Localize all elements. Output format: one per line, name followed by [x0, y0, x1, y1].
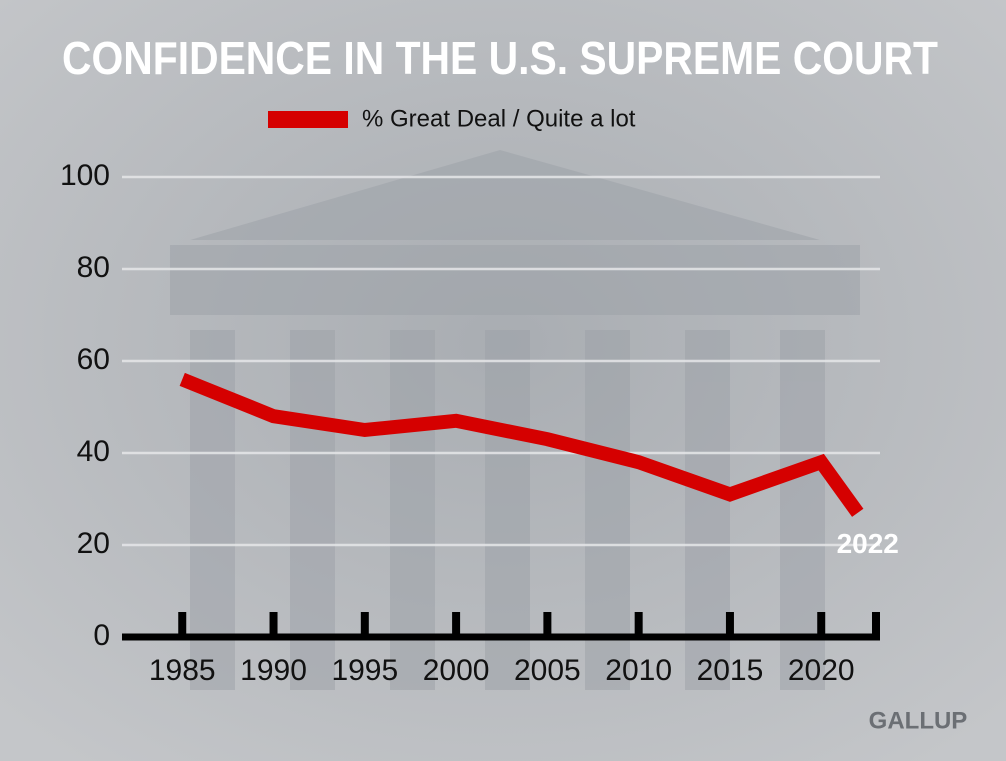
x-tick-label: 1995 [331, 654, 398, 687]
x-tick-label: 2010 [605, 654, 672, 687]
building [170, 150, 860, 690]
data-line [179, 372, 864, 517]
chart-title: CONFIDENCE IN THE U.S. SUPREME COURT [62, 32, 938, 84]
x-tick-label: 2015 [697, 654, 764, 687]
x-tick-label: 1990 [240, 654, 307, 687]
y-tick-label: 60 [77, 343, 110, 376]
legend-label: % Great Deal / Quite a lot [362, 105, 636, 132]
annotation: 2022 [837, 528, 899, 559]
source: GALLUP [869, 707, 968, 734]
legend-swatch [268, 111, 348, 128]
x-tick-label: 2020 [788, 654, 855, 687]
y-tick-label: 40 [77, 435, 110, 468]
y-tick-label: 0 [93, 619, 110, 652]
y-tick-label: 80 [77, 251, 110, 284]
x-tick-label: 2000 [423, 654, 490, 687]
y-tick-label: 20 [77, 527, 110, 560]
x-tick-label: 2005 [514, 654, 581, 687]
y-tick-label: 100 [60, 159, 110, 192]
x-tick-label: 1985 [149, 654, 216, 687]
